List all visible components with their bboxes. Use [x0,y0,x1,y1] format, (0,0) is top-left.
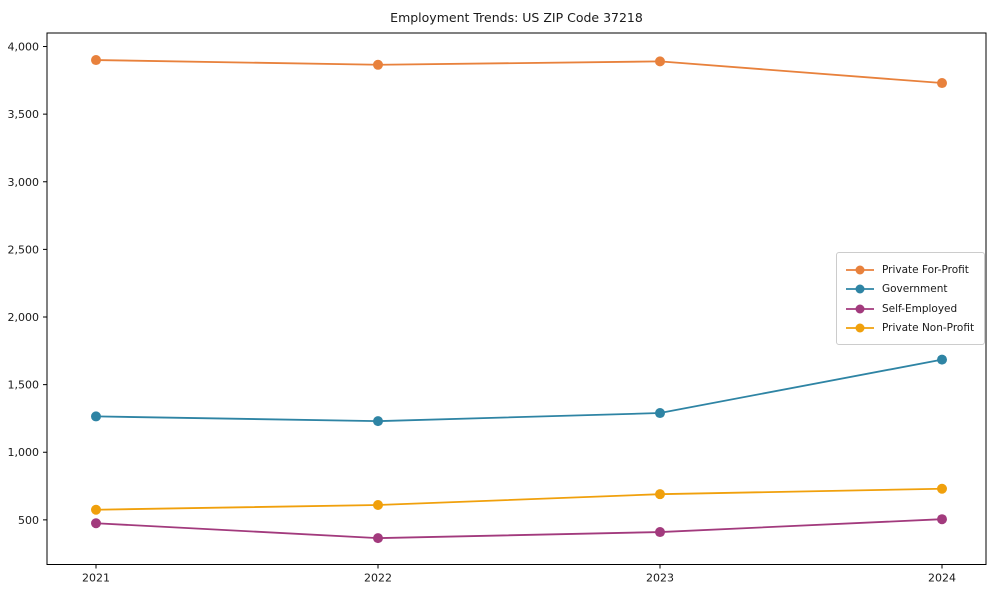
data-point-private-non-profit-2022 [373,499,383,510]
legend-label: Private For-Profit [882,263,969,276]
plot-frame [46,32,987,565]
data-point-government-2022 [373,416,383,427]
series-line-government [95,358,943,423]
data-point-self-employed-2021 [91,518,101,529]
data-point-private-for-profit-2024 [937,78,947,89]
legend-marker-private-non-profit [846,323,874,333]
legend-entry-private-non-profit: Private Non-Profit [845,319,976,339]
series-line-private-for-profit [95,59,943,84]
x-tick-label: 2024 [928,572,956,585]
legend-entry-private-for-profit: Private For-Profit [845,260,976,280]
legend-marker-government [846,284,874,294]
series-line-private-non-profit [95,487,943,511]
series-line-self-employed [95,518,943,540]
legend-label: Self-Employed [882,302,958,315]
y-tick-label: 1,000 [8,446,40,459]
legend-entry-government: Government [845,280,976,300]
y-tick-label: 3,000 [8,176,40,189]
y-tick-label: 2,000 [8,311,40,324]
data-point-private-for-profit-2023 [655,56,665,67]
y-tick-label: 500 [18,514,39,527]
data-point-self-employed-2023 [655,527,665,538]
x-tick-label: 2021 [82,572,110,585]
y-tick-label: 1,500 [8,379,40,392]
legend-entry-self-employed: Self-Employed [845,299,976,319]
data-point-government-2021 [91,411,101,422]
x-tick-label: 2022 [364,572,392,585]
y-tick-label: 4,000 [8,41,40,54]
data-point-government-2024 [937,354,947,365]
x-tick-label: 2023 [646,572,674,585]
data-point-self-employed-2022 [373,533,383,544]
y-tick-label: 2,500 [8,243,40,256]
data-point-private-for-profit-2021 [91,55,101,66]
legend-marker-private-for-profit [846,265,874,275]
chart-title: Employment Trends: US ZIP Code 37218 [390,10,643,25]
legend-label: Private Non-Profit [882,322,975,335]
data-point-government-2023 [655,408,665,419]
legend: Private For-Profit Government Self-Employe… [836,252,985,345]
y-tick-label: 3,500 [8,108,40,121]
legend-marker-self-employed [846,304,874,314]
data-point-private-non-profit-2023 [655,489,665,500]
data-point-private-for-profit-2022 [373,59,383,70]
data-point-self-employed-2024 [937,514,947,525]
data-point-private-non-profit-2024 [937,483,947,494]
data-point-private-non-profit-2021 [91,504,101,515]
legend-label: Government [882,283,948,296]
